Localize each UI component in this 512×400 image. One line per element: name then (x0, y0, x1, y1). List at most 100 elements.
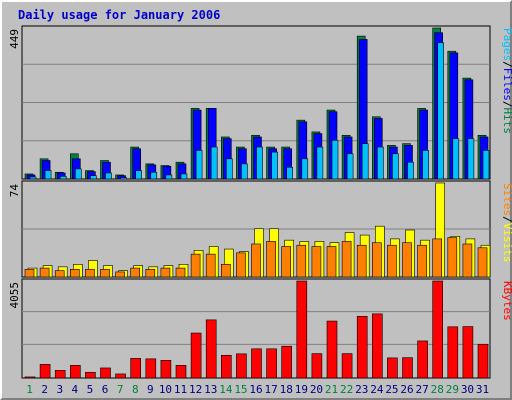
bar-sites-day-28 (432, 238, 443, 278)
chart-title: Daily usage for January 2006 (18, 8, 220, 22)
bar-kbytes-day-17 (266, 348, 277, 379)
y-max-label: 74 (8, 184, 21, 198)
bar-kbytes-day-12 (190, 332, 202, 379)
bar-pages-day-24 (376, 146, 384, 180)
bar-sites-day-12 (190, 253, 201, 278)
bar-kbytes-day-2 (39, 364, 51, 379)
bar-pages-day-19 (301, 158, 309, 180)
day-label-27: 27 (416, 383, 429, 396)
bar-kbytes-day-7 (115, 373, 126, 379)
day-label-20: 20 (310, 383, 323, 396)
bar-kbytes-day-5 (85, 371, 96, 379)
day-label-1: 1 (26, 383, 33, 396)
bar-pages-day-11 (180, 173, 188, 180)
day-label-30: 30 (461, 383, 474, 396)
bar-kbytes-day-8 (130, 358, 141, 379)
legend-item: / (501, 216, 512, 223)
day-label-9: 9 (147, 383, 154, 396)
legend: KBytes (501, 281, 512, 321)
legend-item: Pages (501, 28, 512, 61)
bar-pages-day-16 (256, 146, 263, 180)
bar-kbytes-day-20 (311, 353, 323, 379)
bar-pages-day-26 (407, 161, 414, 180)
day-label-4: 4 (72, 383, 79, 396)
bar-sites-day-17 (266, 241, 276, 278)
bar-pages-day-13 (210, 146, 218, 180)
day-label-24: 24 (370, 383, 384, 396)
legend-item: / (501, 61, 512, 68)
legend-item: Hits (501, 108, 512, 135)
bar-pages-day-22 (346, 153, 354, 180)
bar-pages-day-1 (29, 176, 37, 180)
bar-pages-day-20 (316, 146, 324, 180)
bar-pages-day-25 (392, 153, 399, 180)
legend-item: Files (501, 68, 512, 101)
day-label-10: 10 (159, 383, 172, 396)
bar-pages-day-9 (150, 171, 158, 180)
bar-kbytes-day-10 (160, 359, 172, 379)
bar-sites-day-16 (251, 243, 261, 278)
bar-sites-day-9 (145, 269, 156, 278)
day-label-15: 15 (234, 383, 247, 396)
bar-kbytes-day-18 (281, 345, 293, 379)
bar-sites-day-31 (477, 247, 488, 278)
bar-sites-day-5 (85, 269, 95, 278)
legend-item: KBytes (501, 281, 512, 321)
bar-kbytes-day-3 (54, 370, 66, 379)
day-label-3: 3 (56, 383, 63, 396)
bar-pages-day-6 (105, 172, 112, 180)
day-label-16: 16 (249, 383, 262, 396)
legend-item: Sites (501, 183, 512, 216)
bar-kbytes-day-22 (341, 353, 353, 379)
bar-pages-day-15 (241, 163, 248, 180)
y-max-label: 4055 (8, 282, 21, 309)
day-label-7: 7 (117, 383, 124, 396)
bar-kbytes-day-29 (447, 326, 459, 379)
bar-sites-day-20 (311, 246, 322, 278)
bar-kbytes-day-24 (371, 313, 383, 379)
day-label-13: 13 (204, 383, 217, 396)
bar-sites-day-29 (447, 237, 458, 278)
bar-kbytes-day-11 (175, 365, 187, 379)
bar-sites-day-3 (54, 270, 65, 278)
bar-pages-day-7 (120, 177, 127, 180)
bar-kbytes-day-6 (100, 367, 111, 379)
day-label-26: 26 (400, 383, 413, 396)
bar-kbytes-day-30 (462, 326, 474, 379)
bar-sites-day-26 (402, 242, 412, 278)
bar-kbytes-day-1 (24, 376, 36, 379)
day-label-28: 28 (431, 383, 444, 396)
bar-kbytes-day-4 (70, 365, 81, 379)
bar-pages-day-23 (361, 143, 369, 180)
bar-sites-day-19 (296, 244, 307, 278)
day-label-11: 11 (174, 383, 187, 396)
y-max-label: 449 (8, 29, 21, 49)
bar-sites-day-30 (462, 243, 473, 278)
bar-kbytes-day-13 (205, 319, 217, 379)
bar-sites-day-13 (205, 253, 216, 278)
day-label-2: 2 (41, 383, 48, 396)
bar-pages-day-27 (422, 150, 429, 180)
bar-pages-day-4 (75, 168, 82, 180)
bar-kbytes-day-27 (417, 340, 428, 379)
bar-pages-day-14 (226, 158, 233, 180)
bar-sites-day-2 (39, 267, 50, 278)
bar-kbytes-day-19 (296, 280, 308, 379)
bar-pages-day-8 (135, 170, 142, 180)
bar-kbytes-day-14 (221, 354, 232, 379)
legend-item: / (501, 101, 512, 108)
day-label-8: 8 (132, 383, 139, 396)
bar-pages-day-17 (271, 151, 278, 180)
day-label-5: 5 (87, 383, 94, 396)
legend: Pages/Files/Hits (501, 28, 512, 134)
day-label-18: 18 (280, 383, 293, 396)
bar-sites-day-21 (326, 246, 337, 278)
x-axis-day-labels: 1 2 3 4 5 6 7 8 9 10 11 12 13 14 15 16 17 18 19 20 21 22 23 24 2… (26, 383, 489, 396)
bar-sites-day-1 (24, 269, 35, 278)
day-label-14: 14 (219, 383, 233, 396)
bar-sites-day-24 (371, 242, 382, 278)
bar-pages-day-31 (482, 150, 490, 180)
bar-sites-day-7 (115, 271, 125, 278)
